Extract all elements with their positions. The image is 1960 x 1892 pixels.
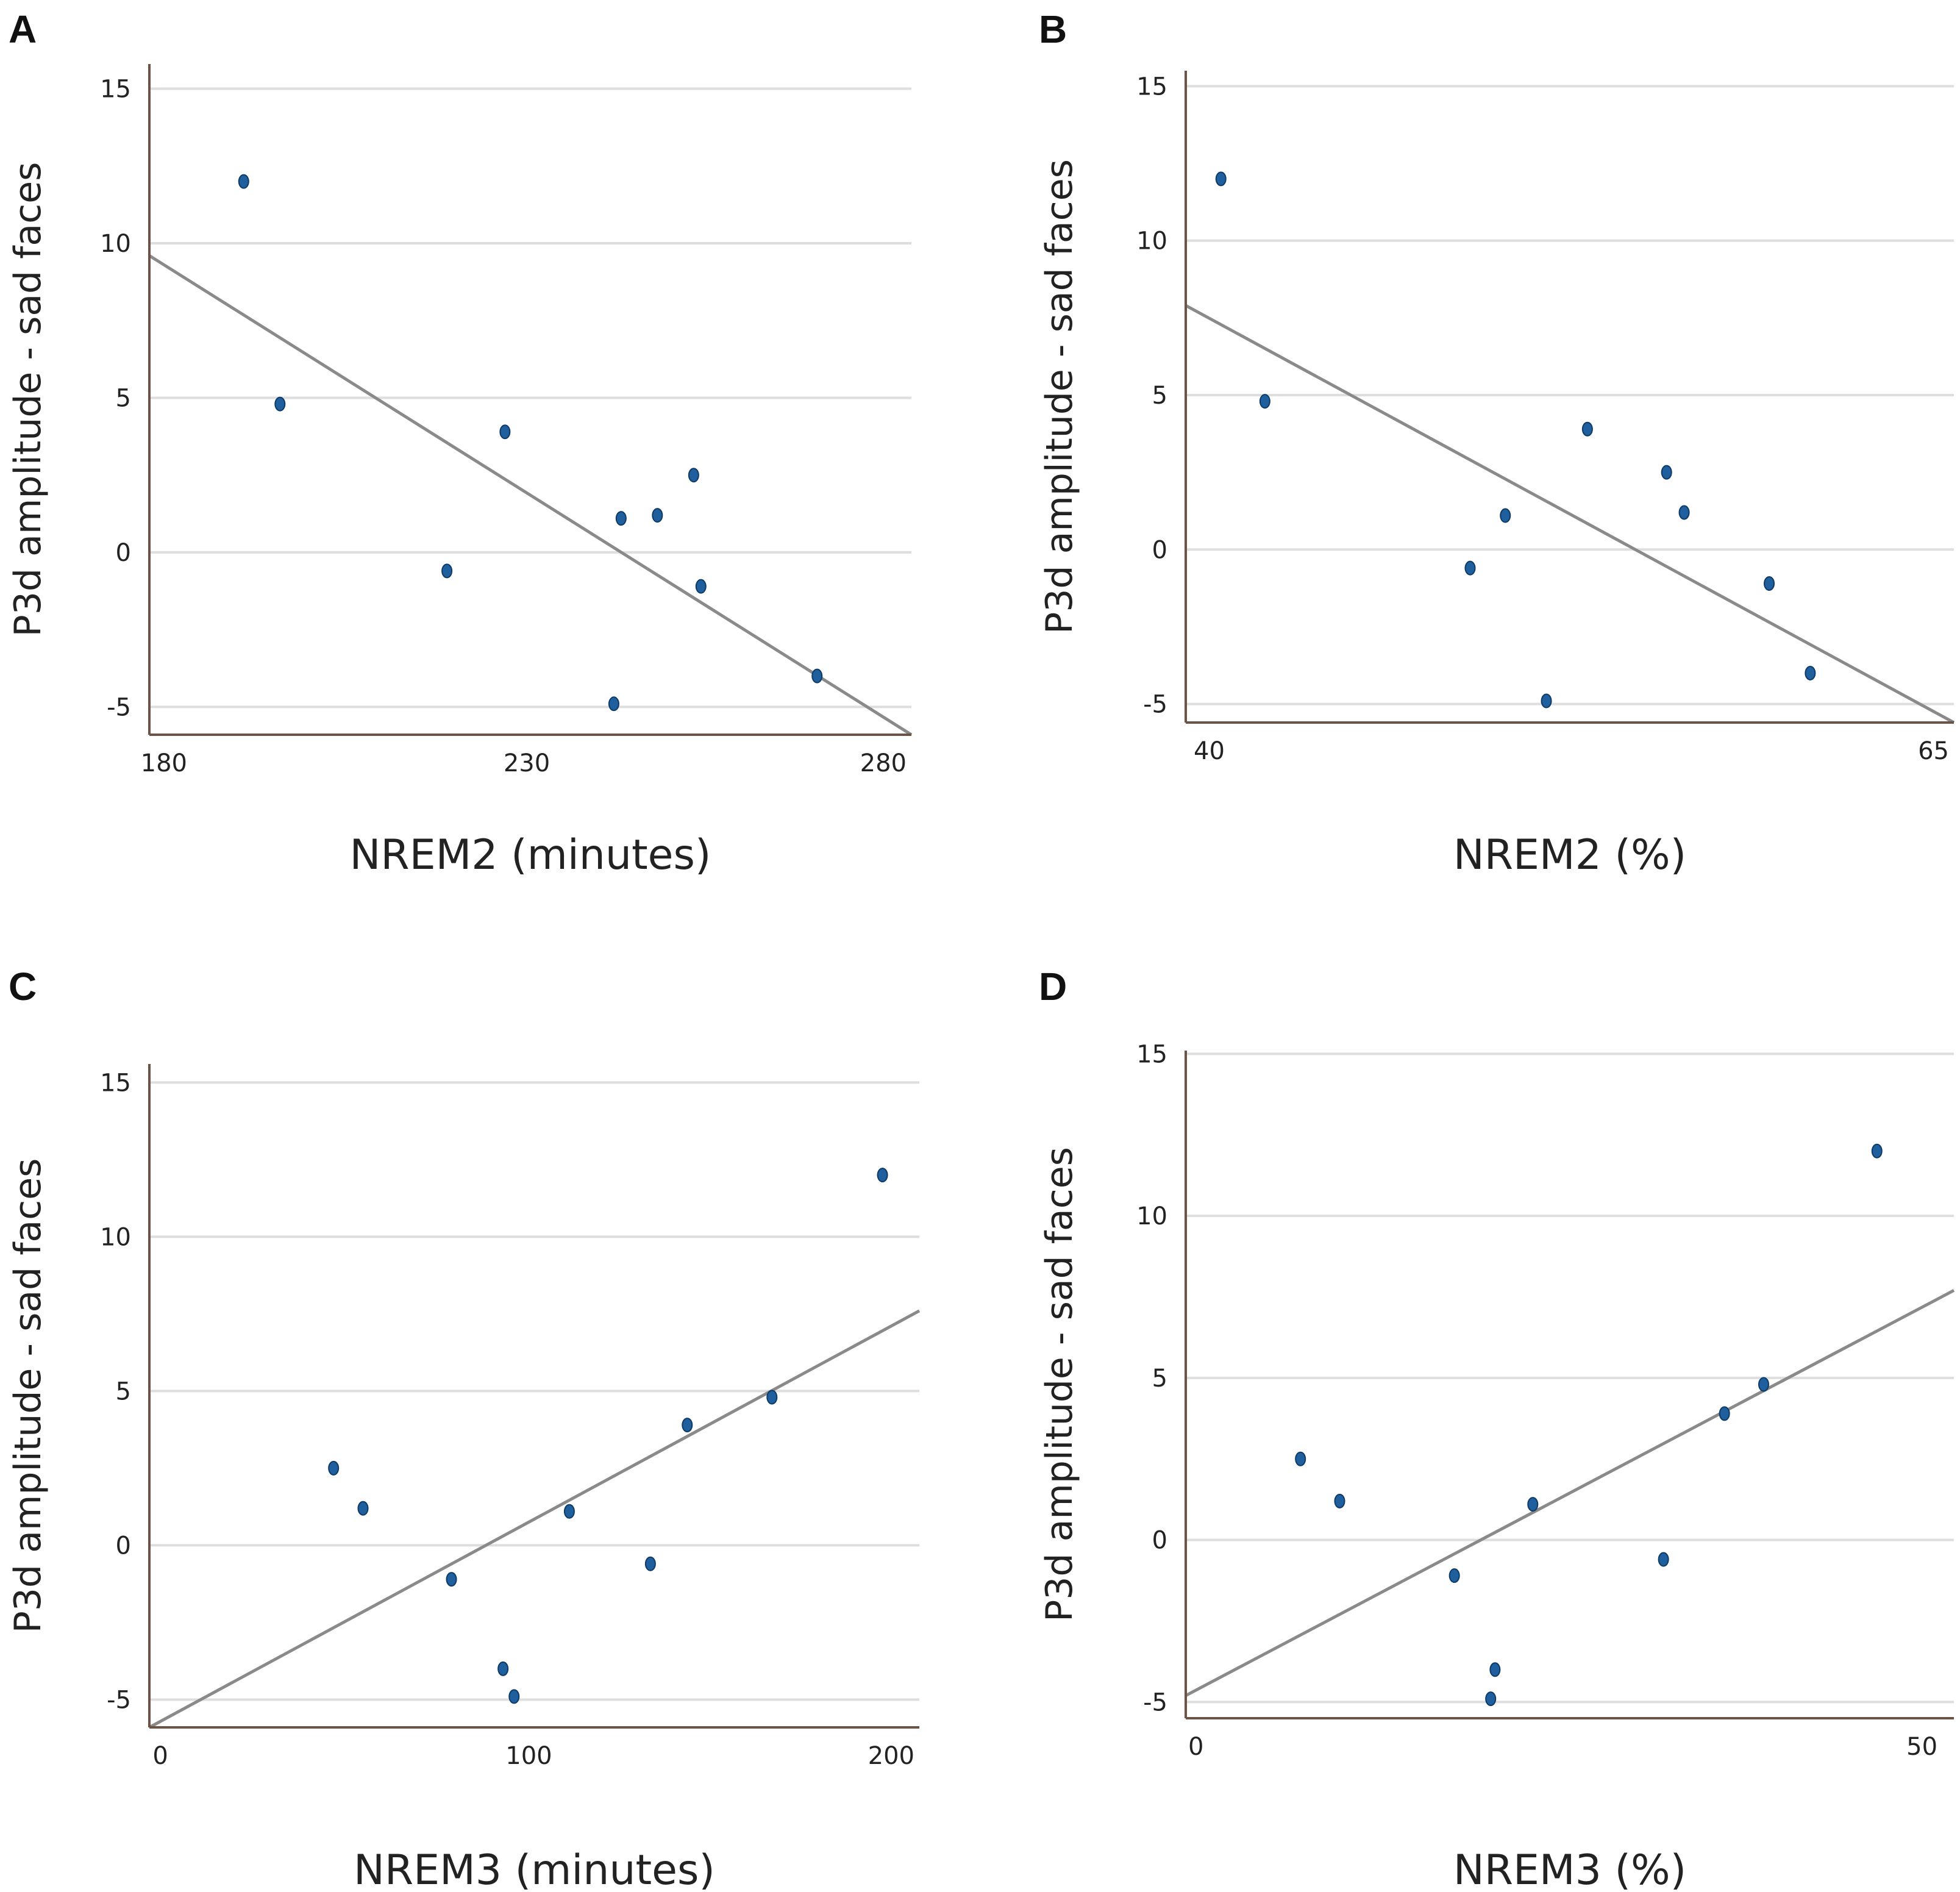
data-point — [766, 1390, 778, 1405]
y-tick-label: -5 — [107, 1686, 131, 1714]
x-tick-label: 200 — [868, 1742, 914, 1770]
data-point — [1719, 1406, 1730, 1421]
data-point — [644, 1556, 656, 1571]
data-point — [508, 1689, 520, 1704]
data-point — [1489, 1662, 1501, 1677]
x-tick-label: 0 — [152, 1742, 168, 1770]
panel-label: D — [1039, 965, 1067, 1008]
y-tick-label: 5 — [116, 1377, 131, 1405]
y-axis-label: P3d amplitude - sad faces — [1038, 159, 1081, 634]
x-axis-label: NREM3 (%) — [1453, 1846, 1686, 1892]
panel-a: A -5 0 5 10 15 180 230 280 P3d amplitude - sad … — [7, 7, 913, 879]
data-point — [1215, 171, 1227, 187]
regression-line — [148, 1309, 921, 1729]
y-tick-label: 5 — [1152, 382, 1167, 410]
x-tick-label: 280 — [860, 749, 907, 777]
y-tick-label: 0 — [1152, 1527, 1167, 1555]
y-tick-label: -5 — [1143, 691, 1167, 719]
data-point — [499, 424, 511, 440]
y-tick-label: 15 — [100, 1069, 131, 1097]
data-point — [328, 1460, 340, 1476]
x-axis-label: NREM2 (minutes) — [350, 831, 711, 879]
y-tick-label: 5 — [116, 384, 131, 412]
y-tick-label: 10 — [100, 1223, 131, 1251]
y-tick-label: 10 — [1136, 227, 1167, 255]
data-point — [688, 468, 699, 483]
x-tick-label: 0 — [1188, 1733, 1203, 1761]
y-tick-label: -5 — [107, 693, 131, 721]
x-tick-label: 50 — [1906, 1733, 1937, 1761]
panel-b: B -5 0 5 10 15 40 65 P3d amplitude - sad faces… — [1038, 7, 1955, 879]
data-point — [1334, 1493, 1345, 1508]
data-point — [811, 668, 823, 684]
data-point — [497, 1661, 509, 1676]
y-tick-label: 0 — [116, 1532, 131, 1560]
regression-line — [1185, 304, 1955, 724]
regression-line — [1185, 1289, 1955, 1697]
data-point — [563, 1504, 575, 1519]
y-tick-label: 5 — [1152, 1365, 1167, 1393]
data-point — [1871, 1143, 1883, 1158]
y-tick-label: 15 — [1136, 1040, 1167, 1068]
data-point — [877, 1168, 888, 1183]
data-point — [274, 396, 286, 412]
y-tick-label: 10 — [100, 230, 131, 258]
data-point — [1500, 508, 1511, 523]
panel-label: B — [1039, 7, 1067, 51]
data-point — [1764, 576, 1775, 591]
panel-c: C -5 0 5 10 15 0 100 200 P3d amplitude - sad fa… — [7, 965, 921, 1892]
y-tick-label: 0 — [1152, 536, 1167, 564]
data-point — [1464, 560, 1476, 576]
data-point — [608, 696, 619, 712]
data-point — [652, 508, 663, 523]
data-point — [695, 579, 707, 594]
data-point — [446, 1572, 457, 1587]
data-point — [1485, 1691, 1497, 1707]
x-tick-label: 230 — [504, 749, 550, 777]
x-tick-label: 180 — [141, 749, 187, 777]
x-tick-label: 65 — [1918, 737, 1949, 765]
data-point — [1295, 1451, 1306, 1466]
data-point — [357, 1501, 369, 1516]
data-point — [1541, 693, 1552, 709]
data-point — [1805, 665, 1816, 680]
x-axis-label: NREM3 (minutes) — [354, 1846, 715, 1892]
data-point — [1527, 1497, 1539, 1512]
data-point — [1581, 421, 1593, 437]
data-point — [1678, 505, 1690, 520]
data-point — [441, 563, 453, 579]
data-point — [1259, 394, 1270, 409]
data-point — [238, 174, 249, 189]
y-axis-label: P3d amplitude - sad faces — [7, 1158, 49, 1633]
x-axis-label: NREM2 (%) — [1453, 831, 1686, 879]
y-axis-label: P3d amplitude - sad faces — [7, 162, 49, 637]
y-tick-label: 10 — [1136, 1202, 1167, 1230]
data-point — [615, 511, 627, 526]
data-point — [1658, 1552, 1669, 1567]
y-tick-label: 15 — [100, 76, 131, 104]
data-point — [1661, 465, 1672, 480]
y-tick-label: 0 — [116, 539, 131, 567]
data-point — [1449, 1568, 1460, 1583]
data-point — [1758, 1377, 1769, 1392]
regression-line — [148, 254, 913, 737]
panel-label: A — [9, 7, 37, 51]
x-tick-label: 40 — [1194, 737, 1225, 765]
y-tick-label: -5 — [1143, 1688, 1167, 1716]
panel-label: C — [9, 965, 37, 1008]
y-axis-label: P3d amplitude - sad faces — [1038, 1147, 1081, 1622]
x-tick-label: 100 — [505, 1742, 552, 1770]
data-point — [682, 1418, 693, 1433]
y-tick-label: 15 — [1136, 73, 1167, 101]
